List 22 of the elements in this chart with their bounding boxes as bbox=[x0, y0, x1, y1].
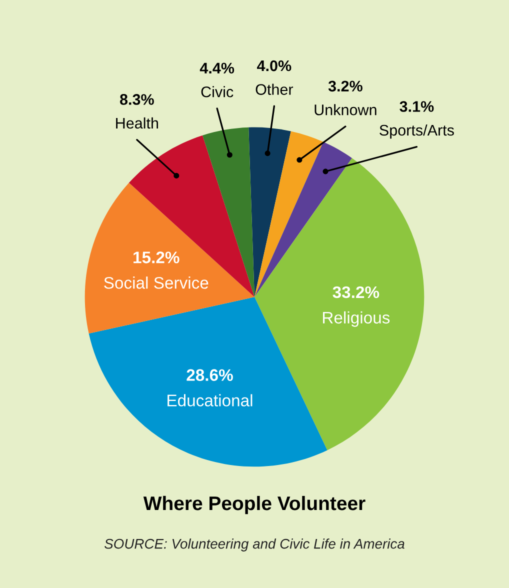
data-label: 3.2% bbox=[328, 80, 362, 92]
data-label: 8.3% bbox=[120, 94, 154, 105]
slice-label: Sports/Arts bbox=[380, 124, 454, 139]
pie-slice bbox=[254, 131, 324, 297]
text: Where People Volunteer bbox=[143, 496, 366, 514]
slice-label: Social Service bbox=[104, 276, 208, 289]
data-label: 4.0% bbox=[257, 60, 292, 72]
slice-label: Unknown bbox=[314, 104, 376, 116]
pie-slice bbox=[254, 158, 424, 450]
slice-label: Educational bbox=[168, 394, 252, 406]
slice-label: Religious bbox=[323, 311, 390, 327]
data-label: 28.6% bbox=[186, 369, 233, 381]
slice-label: Civic bbox=[201, 86, 234, 98]
slice-label: Health bbox=[116, 117, 158, 129]
data-label: 15.2% bbox=[134, 252, 180, 264]
data-label: 4.4% bbox=[200, 62, 234, 74]
pie-slice bbox=[84, 182, 254, 334]
data-label: 3.1% bbox=[400, 101, 434, 112]
data-label: 33.2% bbox=[332, 286, 380, 298]
slice-label: Other bbox=[256, 84, 294, 95]
pie-slice bbox=[248, 127, 291, 297]
source-note: SOURCE: Volunteering and Civic Life in America bbox=[104, 538, 404, 552]
